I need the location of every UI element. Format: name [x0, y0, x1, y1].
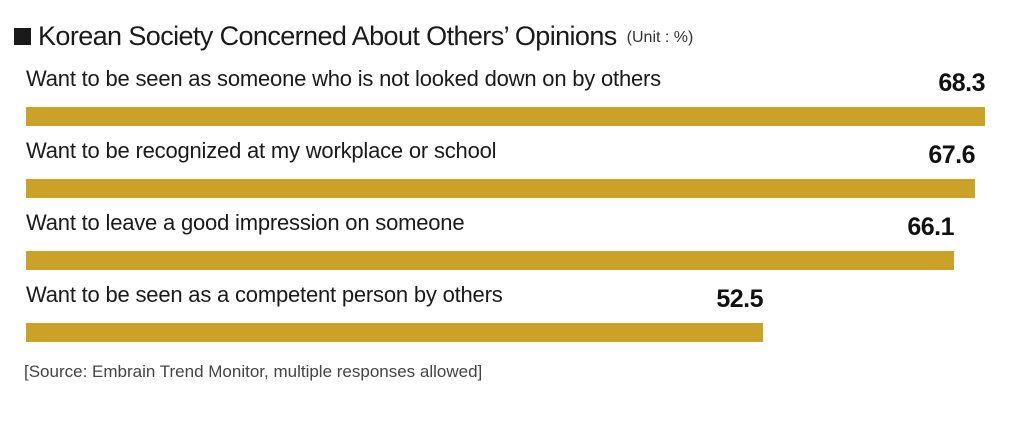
bar [26, 251, 954, 270]
source-note: [Source: Embrain Trend Monitor, multiple… [24, 362, 483, 381]
value-label: 67.6 [928, 141, 975, 169]
chart-title: Korean Society Concerned About Others’ O… [38, 20, 617, 51]
value-label: 68.3 [938, 69, 985, 97]
category-label: Want to be seen as a competent person by… [26, 282, 503, 307]
category-label: Want to leave a good impression on someo… [26, 210, 465, 235]
bar [26, 323, 763, 342]
category-label: Want to be recognized at my workplace or… [26, 138, 497, 163]
category-label: Want to be seen as someone who is not lo… [26, 66, 661, 91]
bar [26, 179, 975, 198]
value-label: 52.5 [716, 285, 763, 313]
black-square-icon [14, 27, 31, 45]
unit-label: (Unit : %) [626, 29, 694, 46]
bar [26, 107, 985, 126]
value-label: 66.1 [907, 213, 954, 241]
chart-title-row: Korean Society Concerned About Others’ O… [14, 18, 693, 54]
